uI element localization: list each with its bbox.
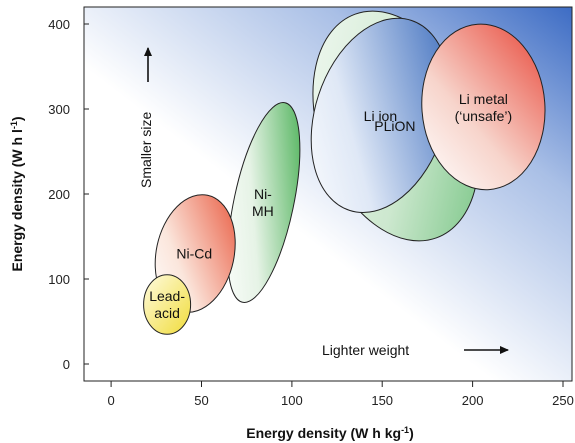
y-tick-label: 200 bbox=[48, 187, 70, 202]
x-tick-label: 100 bbox=[281, 393, 303, 408]
x-axis-title: Energy density (W h kg-1) bbox=[246, 425, 414, 441]
x-tick-label: 150 bbox=[371, 393, 393, 408]
y-tick-label: 0 bbox=[63, 357, 70, 372]
y-tick-label: 300 bbox=[48, 102, 70, 117]
smaller-size-label: Smaller size bbox=[138, 112, 154, 188]
y-axis-title: Energy density (W h l-1) bbox=[9, 116, 25, 271]
region-lead-acid bbox=[143, 274, 192, 335]
region-label-li-ion: Li ion bbox=[364, 108, 397, 124]
region-label-li-metal-unsafe: Li metal (‘unsafe’) bbox=[455, 91, 513, 124]
region-label-plion: PLiON bbox=[374, 118, 415, 134]
region-label-lead-acid: Lead-acid bbox=[149, 288, 185, 321]
region-ni-mh bbox=[227, 102, 301, 303]
lighter-weight-label: Lighter weight bbox=[322, 342, 409, 358]
region-label-ni-cd: Ni-Cd bbox=[176, 246, 212, 262]
x-tick-label: 250 bbox=[552, 393, 574, 408]
y-axis-ticks: 0 100 200 300 400 bbox=[48, 17, 89, 372]
x-tick-label: 50 bbox=[194, 393, 208, 408]
x-axis-ticks: 0 50 100 150 200 250 bbox=[107, 381, 574, 408]
region-label-ni-mh: Ni-MH bbox=[252, 186, 274, 219]
x-tick-label: 200 bbox=[462, 393, 484, 408]
y-tick-label: 100 bbox=[48, 272, 70, 287]
battery-regions bbox=[143, 10, 546, 335]
region-li-metal-unsafe bbox=[421, 23, 546, 191]
y-tick-label: 400 bbox=[48, 17, 70, 32]
x-tick-label: 0 bbox=[107, 393, 114, 408]
